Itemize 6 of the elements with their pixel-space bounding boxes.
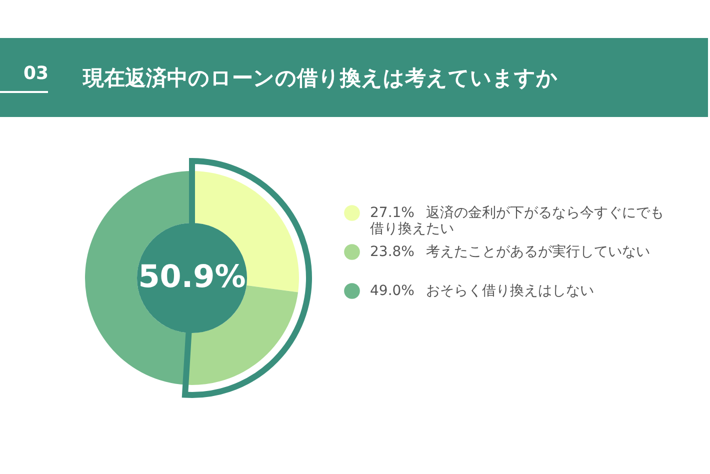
text: 50.9%: [138, 259, 246, 295]
text: 03: [23, 63, 49, 84]
legend-label: 27.1% 返済の金利が下がるなら今すぐにでも借り換えたい: [370, 205, 664, 237]
chart-title: 現在返済中のローンの借り換えは考えていますか: [82, 66, 558, 90]
legend-label: 23.8% 考えたことがあるが実行していない: [370, 244, 650, 260]
legend-label: 49.0% おそらく借り換えはしない: [370, 283, 594, 299]
